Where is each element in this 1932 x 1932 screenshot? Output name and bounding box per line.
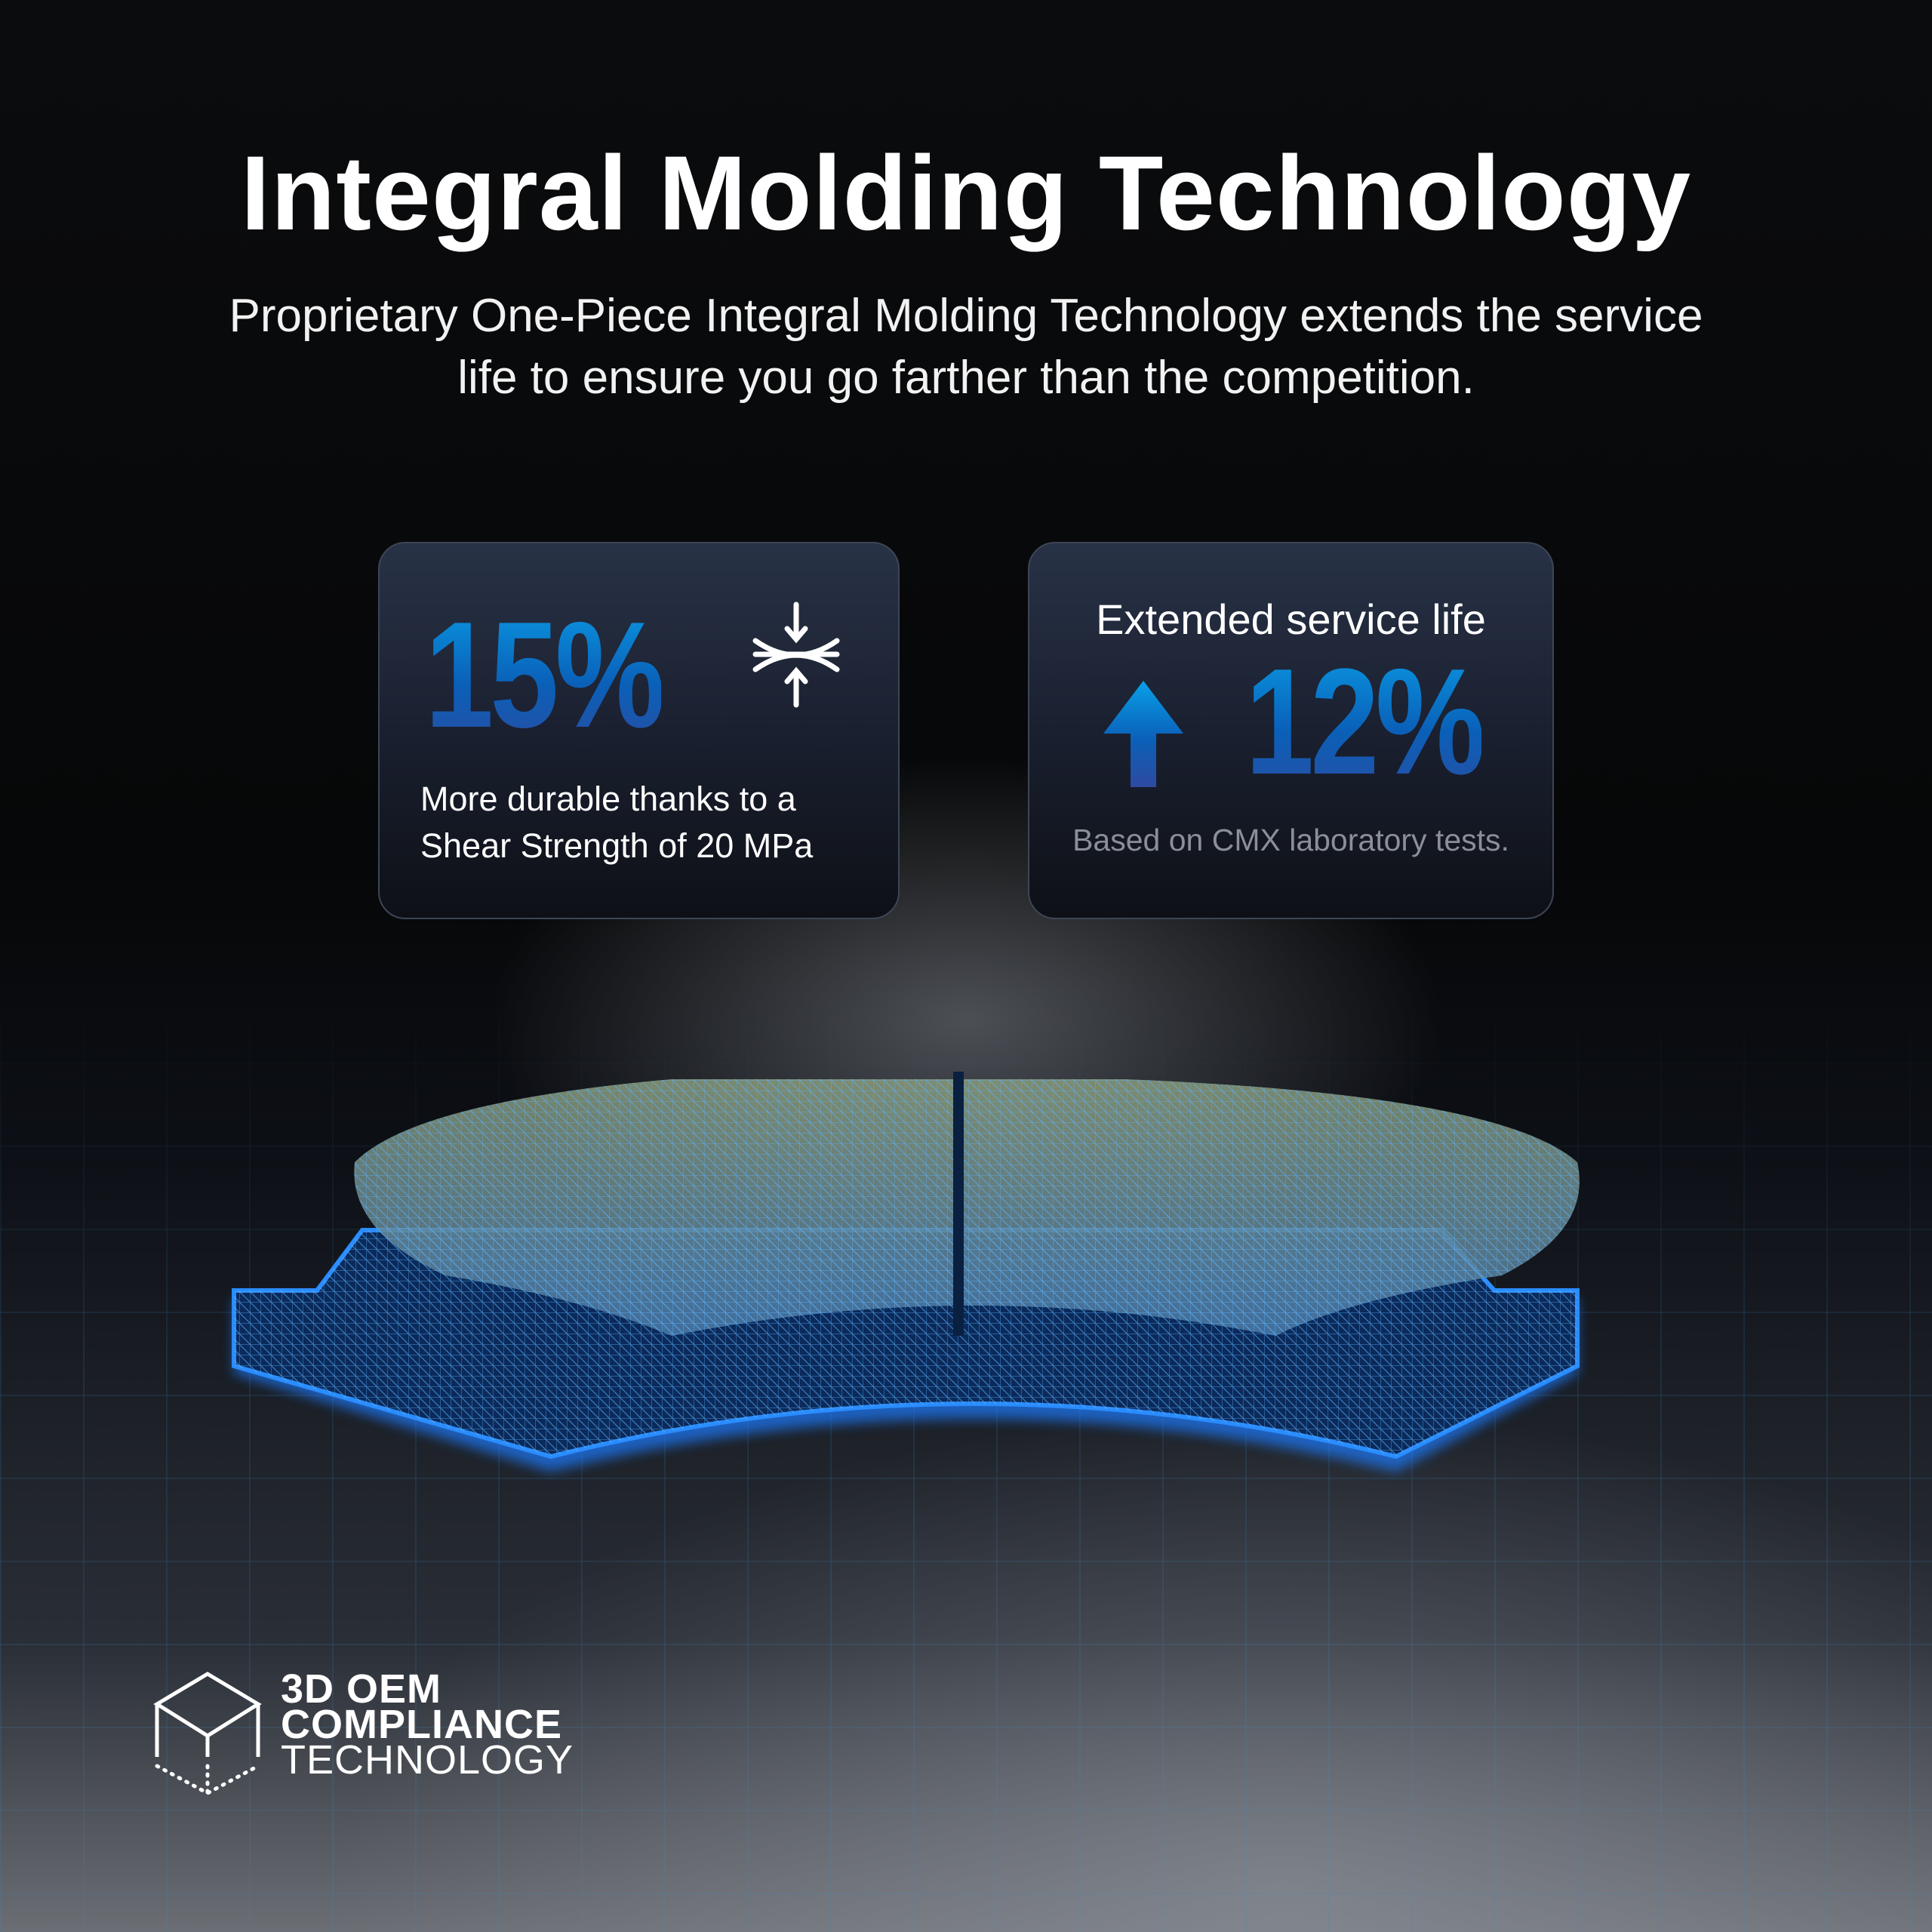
description-line: More durable thanks to a: [420, 780, 796, 818]
logo-line: COMPLIANCE: [281, 1702, 562, 1747]
service-life-note: Based on CMX laboratory tests.: [1072, 823, 1509, 857]
page-subtitle: Proprietary One-Piece Integral Molding T…: [0, 285, 1932, 409]
logo-text: 3D OEM COMPLIANCE TECHNOLOGY: [281, 1666, 574, 1783]
service-life-card: Extended service life 12% Based on CMX l…: [1028, 542, 1554, 919]
subtitle-line: life to ensure you go farther than the c…: [457, 352, 1475, 404]
service-life-value: 12%: [1245, 635, 1485, 809]
durability-card: 15% More durable thanks to a Shear Stren…: [378, 542, 900, 919]
compression-arrows-icon: [752, 601, 840, 708]
service-life-heading: Extended service life: [1096, 595, 1486, 643]
subtitle-line: Proprietary One-Piece Integral Molding T…: [229, 290, 1703, 342]
durability-value: 15%: [425, 589, 665, 762]
page-title: Integral Molding Technology: [240, 134, 1692, 252]
durability-description: More durable thanks to a Shear Strength …: [420, 776, 813, 869]
description-line: Shear Strength of 20 MPa: [420, 826, 814, 865]
arrow-up-icon: [1103, 681, 1183, 787]
logo-line: 3D OEM: [281, 1666, 442, 1712]
logo-line: TECHNOLOGY: [281, 1737, 574, 1783]
cube-icon: [153, 1672, 262, 1795]
brake-pad-wireframe: [232, 1072, 1580, 1472]
